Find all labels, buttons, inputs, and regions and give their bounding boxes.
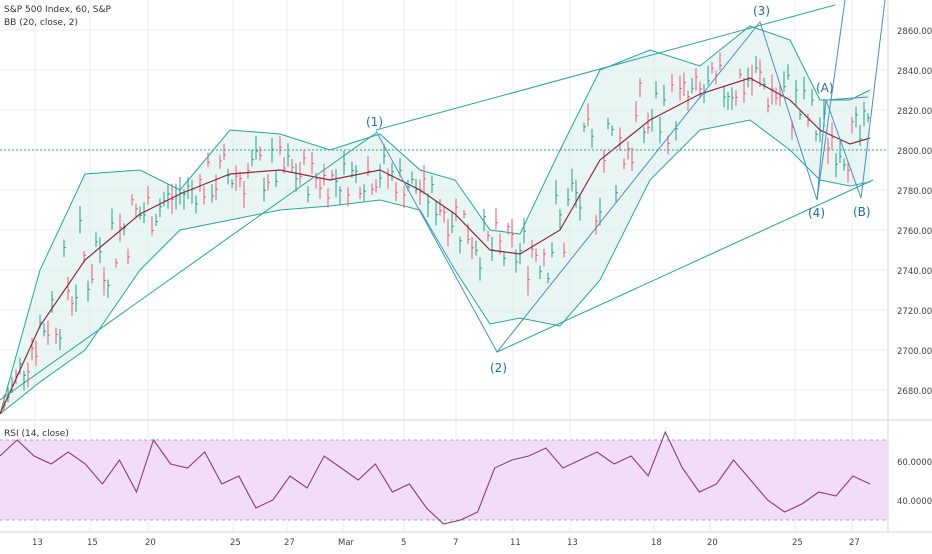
wave-extra-line (825, 96, 869, 101)
rsi-tick: 40.0000 (897, 497, 932, 507)
price-tick: 2820.0000 (897, 107, 932, 117)
price-tick: 2720.0000 (897, 307, 932, 317)
time-axis[interactable]: 13 15 20 25 27 Mar 5 7 11 13 18 20 25 27 (32, 538, 860, 548)
bollinger-band-fill (0, 26, 870, 414)
time-tick: 25 (230, 538, 241, 548)
channel-lower-line (496, 179, 874, 353)
channel-upper-line (375, 4, 836, 131)
rsi-band-background (0, 440, 888, 520)
price-tick: 2740.0000 (897, 267, 932, 277)
time-tick: 13 (567, 538, 578, 548)
trend-line-lower-left (0, 132, 377, 401)
legend-symbol[interactable]: S&P 500 Index, 60, S&P (4, 5, 111, 15)
time-tick: 25 (792, 538, 803, 548)
rsi-line (0, 430, 871, 525)
legend-indicator[interactable]: BB (20, close, 2) (4, 18, 78, 28)
wave-label-2: (2) (490, 361, 507, 375)
time-tick: 20 (707, 538, 718, 548)
time-tick: 27 (284, 538, 295, 548)
bollinger-upper-band (0, 25, 871, 415)
price-tick: 2780.0000 (897, 187, 932, 197)
elliott-wave-lines[interactable] (375, 0, 886, 353)
rsi-legend[interactable]: RSI (14, close) (4, 429, 69, 439)
rsi-axis[interactable]: 60.0000 40.0000 (897, 458, 932, 507)
price-tick: 2800.0000 (897, 147, 932, 157)
wave-path (375, 20, 862, 353)
wave-line-c-right (860, 0, 886, 199)
price-bars (3, 52, 870, 411)
time-tick: 27 (849, 538, 860, 548)
time-tick: 20 (145, 538, 156, 548)
time-tick: 13 (32, 538, 43, 548)
wave-label-a: (A) (816, 81, 834, 95)
wave-label-3: (3) (753, 4, 770, 18)
trend-channel[interactable] (0, 4, 874, 401)
wave-label-b: (B) (853, 205, 871, 219)
bollinger-lower-band (0, 119, 871, 415)
rsi-tick: 60.0000 (897, 458, 932, 468)
time-tick: 15 (87, 538, 98, 548)
time-tick: 7 (453, 538, 458, 548)
price-tick: 2860.0000 (897, 27, 932, 37)
time-tick: 11 (510, 538, 521, 548)
bollinger-basis-line (0, 77, 871, 415)
price-axis[interactable]: 2860.0000 2840.0000 2820.0000 2800.0000 … (897, 27, 932, 397)
time-tick: 18 (651, 538, 662, 548)
price-tick: 2840.0000 (897, 67, 932, 77)
time-tick: Mar (338, 538, 355, 548)
wave-label-1: (1) (366, 115, 383, 129)
price-tick: 2680.0000 (897, 387, 932, 397)
wave-label-4: (4) (808, 206, 825, 220)
price-tick: 2700.0000 (897, 347, 932, 357)
time-tick: 5 (401, 538, 406, 548)
price-tick: 2760.0000 (897, 227, 932, 237)
